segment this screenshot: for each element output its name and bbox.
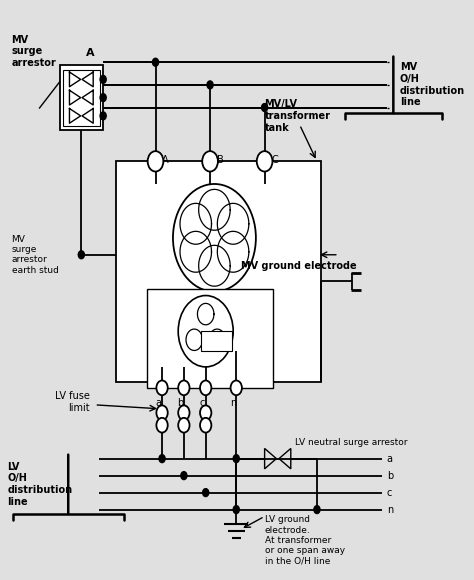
Text: B: B: [86, 71, 94, 81]
Circle shape: [257, 151, 273, 172]
Circle shape: [178, 296, 233, 367]
Text: A: A: [162, 155, 169, 165]
Text: b: b: [387, 470, 393, 481]
Circle shape: [178, 418, 190, 433]
Bar: [63, 70, 100, 126]
Text: B: B: [217, 155, 223, 165]
Bar: [147, 289, 273, 388]
Circle shape: [78, 251, 84, 259]
Circle shape: [203, 488, 209, 496]
Circle shape: [230, 380, 242, 395]
Text: MV/LV
transformer
tank: MV/LV transformer tank: [264, 99, 330, 133]
Text: MV
surge
arrestor: MV surge arrestor: [11, 35, 56, 68]
Circle shape: [262, 104, 268, 111]
Text: C: C: [86, 93, 94, 104]
Circle shape: [159, 455, 165, 463]
Circle shape: [156, 418, 168, 433]
Circle shape: [233, 506, 239, 513]
Text: MV
O/H
distribution
line: MV O/H distribution line: [400, 63, 465, 107]
Circle shape: [207, 81, 213, 89]
Circle shape: [100, 75, 106, 84]
Text: LV ground
electrode.
At transformer
or one span away
in the O/H line: LV ground electrode. At transformer or o…: [264, 515, 345, 566]
Text: a: a: [155, 398, 162, 408]
Circle shape: [200, 380, 211, 395]
Circle shape: [153, 58, 159, 66]
Circle shape: [200, 418, 211, 433]
Circle shape: [100, 93, 106, 101]
Text: n: n: [229, 398, 236, 408]
Text: A: A: [86, 48, 94, 58]
Text: b: b: [177, 398, 183, 408]
Text: c: c: [387, 488, 392, 498]
Text: n: n: [387, 505, 393, 514]
Text: c: c: [200, 398, 205, 408]
Circle shape: [178, 380, 190, 395]
Bar: [201, 331, 232, 351]
Text: LV neutral surge arrestor: LV neutral surge arrestor: [295, 438, 408, 447]
Circle shape: [202, 151, 218, 172]
Circle shape: [233, 455, 239, 463]
Circle shape: [314, 506, 320, 513]
Circle shape: [173, 184, 256, 292]
Circle shape: [200, 405, 211, 420]
Text: LV
O/H
distribution
line: LV O/H distribution line: [7, 462, 72, 506]
Circle shape: [181, 472, 187, 480]
Text: MV ground electrode: MV ground electrode: [241, 261, 356, 271]
Circle shape: [178, 405, 190, 420]
Bar: [116, 161, 321, 382]
Circle shape: [100, 112, 106, 120]
Circle shape: [148, 151, 164, 172]
Text: LV fuse
limit: LV fuse limit: [55, 391, 90, 413]
Text: C: C: [271, 155, 278, 165]
Text: a: a: [387, 454, 393, 463]
Circle shape: [156, 380, 168, 395]
Bar: [60, 65, 103, 130]
Circle shape: [156, 405, 168, 420]
Text: MV
surge
arrestor
earth stud: MV surge arrestor earth stud: [11, 235, 58, 275]
